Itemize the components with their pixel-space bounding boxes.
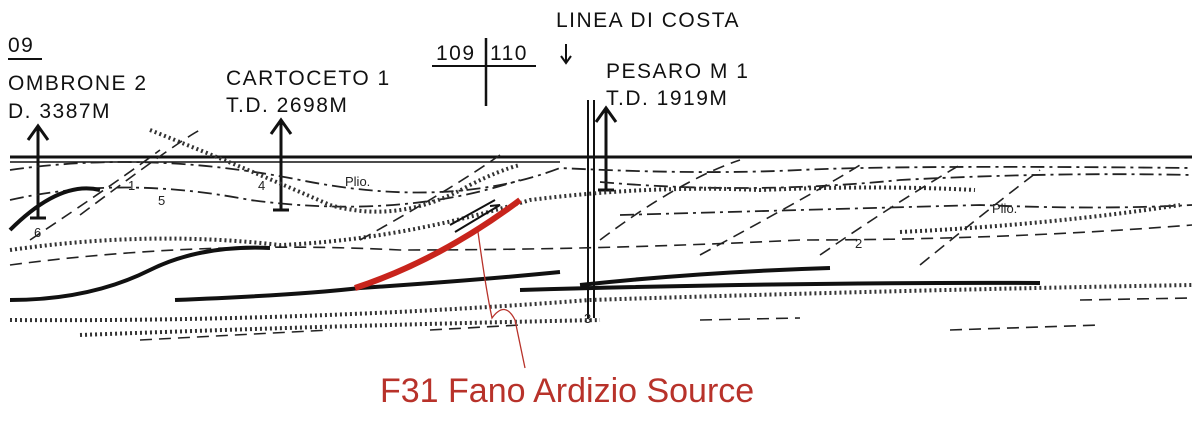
unit-label: 6 [34,225,41,240]
unit-label: Plio. [992,201,1017,216]
well-depth: T.D. 1919M [606,87,728,110]
well-name: PESARO M 1 [606,60,749,83]
unit-label: 1 [128,178,135,193]
fault-annotation: F31 Fano Ardizio Source [380,372,754,410]
coastline-label: LINEA DI COSTA [556,9,740,32]
section-label: 110 [490,42,528,65]
unit-label: 4 [258,178,265,193]
well-depth: D. 3387M [8,100,111,123]
unit-label: 2 [855,236,862,251]
coastline-arrow [561,44,571,63]
unit-label: 3 [584,311,591,326]
unit-label: 5 [158,193,165,208]
well-depth: T.D. 2698M [226,94,348,117]
unit-label: Plio. [345,174,370,189]
well-name: OMBRONE 2 [8,72,148,95]
section-label: 109 [436,42,476,65]
cross-section: 09 109 110 LINEA DI COSTA OMBRONE 2 D. 3… [0,0,1192,432]
leader-line [478,232,525,368]
section-label: 09 [8,34,34,57]
well-name: CARTOCETO 1 [226,67,391,90]
